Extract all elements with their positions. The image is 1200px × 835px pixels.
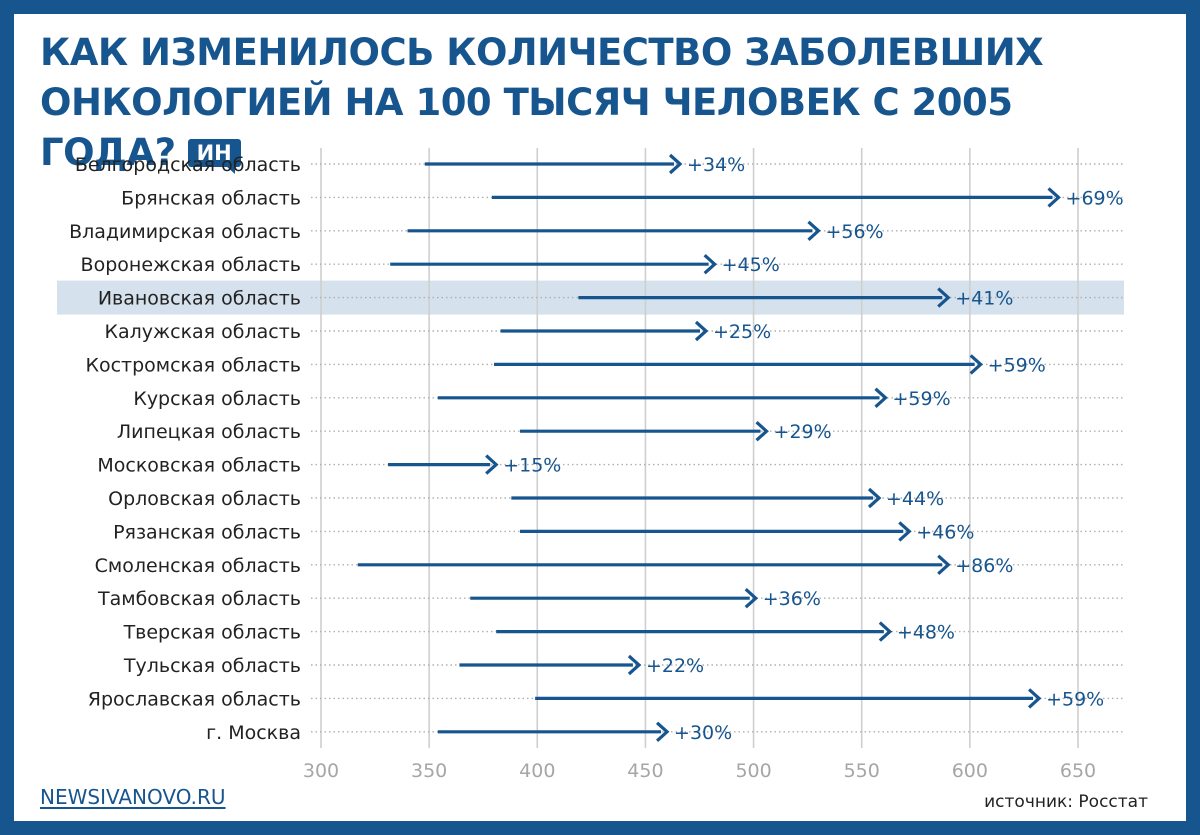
percent-change-label: +15% [503, 455, 561, 477]
category-label: г. Москва [206, 722, 301, 744]
percent-change-label: +30% [674, 722, 732, 744]
x-tick-label: 650 [1060, 760, 1096, 782]
x-tick-label: 500 [735, 760, 771, 782]
category-label: Тульская область [123, 655, 301, 677]
category-label: Владимирская область [69, 221, 301, 243]
chart-title-text: КАК ИЗМЕНИЛОСЬ КОЛИЧЕСТВО ЗАБОЛЕВШИХ ОНК… [40, 31, 1044, 174]
percent-change-label: +46% [916, 521, 974, 543]
change-arrow-head [744, 588, 759, 609]
category-label: Костромская область [85, 354, 301, 376]
x-tick-label: 550 [844, 760, 880, 782]
category-label: Воронежская область [81, 254, 301, 276]
percent-change-label: +25% [713, 321, 771, 343]
percent-change-label: +59% [1046, 688, 1104, 710]
chart-title: КАК ИЗМЕНИЛОСЬ КОЛИЧЕСТВО ЗАБОЛЕВШИХ ОНК… [40, 28, 1140, 178]
percent-change-label: +45% [722, 254, 780, 276]
percent-change-label: +22% [646, 655, 704, 677]
category-label: Калужская область [104, 321, 301, 343]
percent-change-label: +36% [763, 588, 821, 610]
percent-change-label: +34% [687, 154, 745, 176]
category-label: Тамбовская область [97, 588, 301, 610]
change-arrow-head [874, 387, 888, 408]
change-arrow-head [937, 554, 951, 575]
change-arrow-head [807, 220, 821, 241]
change-arrow-head [655, 721, 670, 742]
change-arrow-head [1047, 187, 1061, 208]
change-arrow-head [878, 621, 893, 642]
x-tick-label: 400 [519, 760, 555, 782]
category-label: Липецкая область [117, 421, 301, 443]
category-label: Орловская область [108, 488, 301, 510]
percent-change-label: +69% [1066, 187, 1124, 209]
percent-change-label: +59% [988, 354, 1046, 376]
change-arrow-head [1027, 688, 1042, 709]
x-tick-label: 450 [627, 760, 663, 782]
x-tick-label: 600 [952, 760, 988, 782]
source-note: источник: Росстат [984, 792, 1148, 812]
category-label: Московская область [97, 455, 301, 477]
brand-badge: ИН [187, 139, 241, 174]
change-arrow-head [694, 320, 709, 342]
percent-change-label: +86% [955, 555, 1013, 577]
x-tick-label: 300 [303, 760, 339, 782]
change-arrow-head [703, 254, 718, 275]
change-arrow-head [867, 487, 882, 509]
percent-change-label: +56% [825, 221, 883, 243]
x-tick-label: 350 [411, 760, 447, 782]
percent-change-label: +44% [886, 488, 944, 510]
chart-card: КАК ИЗМЕНИЛОСЬ КОЛИЧЕСТВО ЗАБОЛЕВШИХ ОНК… [14, 14, 1186, 821]
percent-change-label: +41% [955, 288, 1013, 310]
percent-change-label: +29% [774, 421, 832, 443]
change-arrow-head [969, 354, 984, 375]
percent-change-label: +48% [897, 622, 955, 644]
category-label: Рязанская область [113, 521, 301, 543]
change-arrow-head [485, 454, 499, 475]
change-arrow-head [627, 654, 642, 676]
change-arrow-head [898, 521, 912, 542]
site-link[interactable]: NEWSIVANOVO.RU [40, 785, 226, 809]
category-label: Тверская область [123, 622, 301, 644]
change-arrow-head [668, 153, 683, 175]
change-arrow-head [755, 421, 769, 442]
category-label: Брянская область [121, 187, 301, 209]
category-label: Ярославская область [88, 688, 301, 710]
category-label: Смоленская область [95, 555, 301, 577]
category-label: Курская область [133, 388, 301, 410]
change-arrow-head [937, 287, 951, 308]
category-label: Белгородская область [75, 154, 301, 176]
percent-change-label: +59% [893, 388, 951, 410]
category-label: Ивановская область [98, 288, 301, 310]
